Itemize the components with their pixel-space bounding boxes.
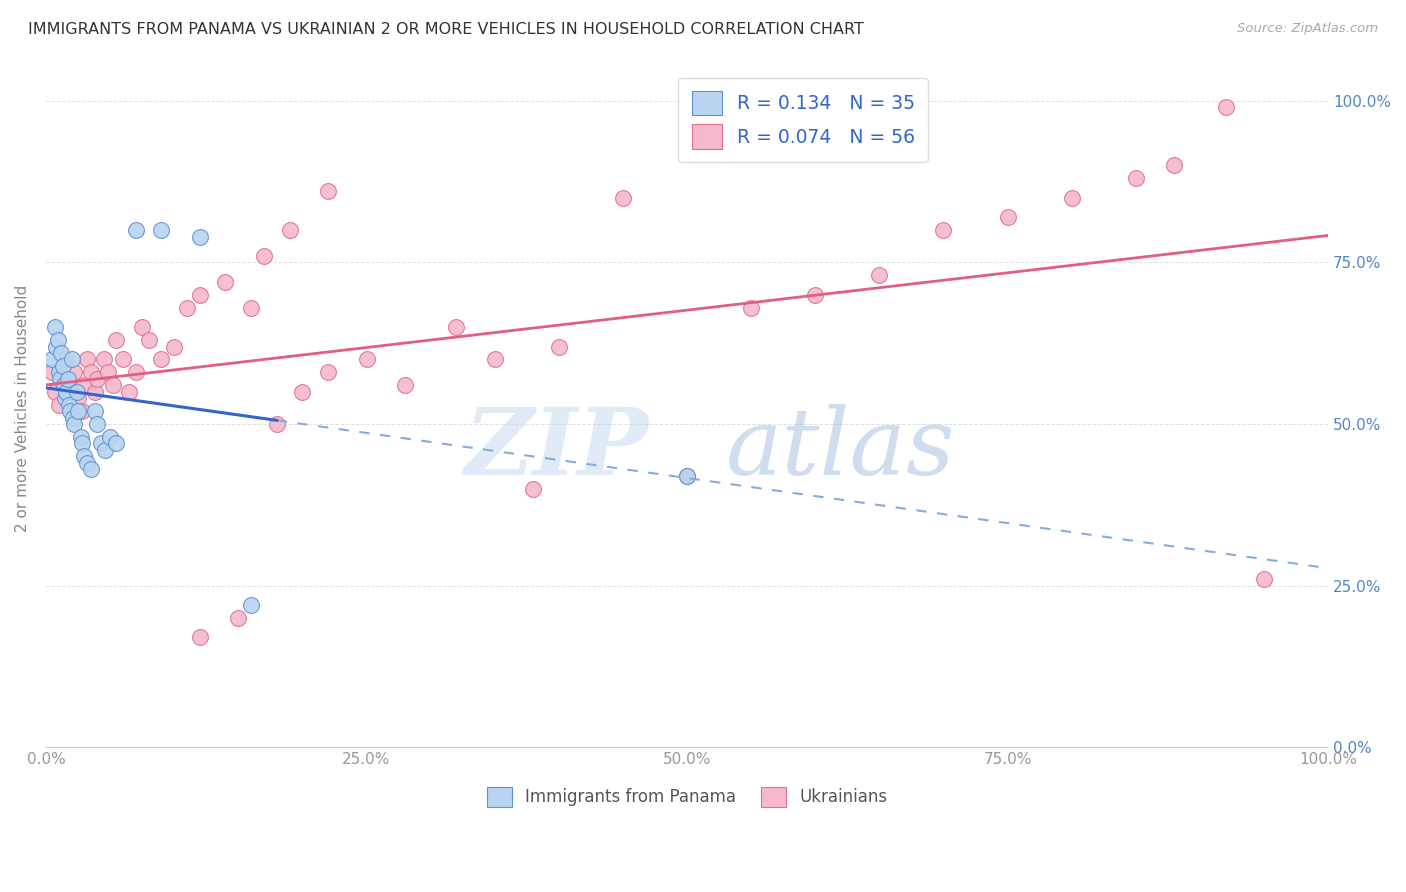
Point — [66, 404, 89, 418]
Point — [176, 301, 198, 315]
Point — [59, 404, 82, 418]
Point — [676, 468, 699, 483]
Point — [63, 365, 86, 379]
Point — [60, 352, 83, 367]
Point — [291, 384, 314, 399]
Point — [446, 320, 468, 334]
Point — [522, 482, 544, 496]
Point — [45, 339, 67, 353]
Point — [53, 352, 76, 367]
Text: Source: ZipAtlas.com: Source: ZipAtlas.com — [1237, 22, 1378, 36]
Point — [356, 352, 378, 367]
Point — [163, 339, 186, 353]
Point — [94, 442, 117, 457]
Point — [80, 365, 103, 379]
Point — [932, 223, 955, 237]
Point — [105, 333, 128, 347]
Point — [83, 384, 105, 399]
Point — [53, 391, 76, 405]
Point — [58, 398, 80, 412]
Point — [138, 333, 160, 347]
Point — [66, 391, 89, 405]
Point — [73, 378, 96, 392]
Y-axis label: 2 or more Vehicles in Household: 2 or more Vehicles in Household — [15, 285, 30, 532]
Point — [70, 436, 93, 450]
Point — [48, 398, 70, 412]
Point — [125, 223, 148, 237]
Point — [1060, 191, 1083, 205]
Point — [612, 191, 634, 205]
Point — [740, 301, 762, 315]
Point — [83, 404, 105, 418]
Point — [131, 320, 153, 334]
Point — [76, 456, 98, 470]
Point — [394, 378, 416, 392]
Point — [62, 410, 84, 425]
Point — [90, 436, 112, 450]
Text: atlas: atlas — [725, 404, 955, 493]
Text: IMMIGRANTS FROM PANAMA VS UKRAINIAN 2 OR MORE VEHICLES IN HOUSEHOLD CORRELATION : IMMIGRANTS FROM PANAMA VS UKRAINIAN 2 OR… — [28, 22, 865, 37]
Point — [66, 384, 89, 399]
Point — [997, 211, 1019, 225]
Point — [188, 631, 211, 645]
Point — [51, 346, 73, 360]
Point — [60, 384, 83, 399]
Point — [240, 301, 263, 315]
Point — [56, 372, 79, 386]
Point — [125, 365, 148, 379]
Point — [105, 436, 128, 450]
Point — [70, 404, 93, 418]
Point — [547, 339, 569, 353]
Point — [44, 320, 66, 334]
Point — [46, 333, 69, 347]
Point — [676, 468, 699, 483]
Point — [41, 352, 63, 367]
Point — [188, 229, 211, 244]
Point — [316, 365, 339, 379]
Point — [278, 223, 301, 237]
Point — [316, 185, 339, 199]
Point — [93, 352, 115, 367]
Point — [98, 430, 121, 444]
Point — [214, 275, 236, 289]
Point — [804, 287, 827, 301]
Point — [118, 384, 141, 399]
Point — [1253, 572, 1275, 586]
Text: ZIP: ZIP — [464, 404, 648, 493]
Point — [63, 417, 86, 431]
Point — [51, 372, 73, 386]
Point — [868, 268, 890, 283]
Point — [1163, 159, 1185, 173]
Point — [484, 352, 506, 367]
Point — [69, 430, 91, 444]
Point — [52, 359, 75, 373]
Point — [253, 249, 276, 263]
Point — [101, 378, 124, 392]
Point — [1125, 171, 1147, 186]
Point — [86, 372, 108, 386]
Point — [58, 378, 80, 392]
Point — [266, 417, 288, 431]
Point — [111, 352, 134, 367]
Legend: Immigrants from Panama, Ukrainians: Immigrants from Panama, Ukrainians — [479, 780, 894, 814]
Point — [150, 352, 173, 367]
Point — [76, 352, 98, 367]
Point — [52, 378, 75, 392]
Point — [240, 598, 263, 612]
Point — [41, 365, 63, 379]
Point — [73, 450, 96, 464]
Point — [55, 384, 77, 399]
Point — [226, 611, 249, 625]
Point — [80, 462, 103, 476]
Point — [86, 417, 108, 431]
Point — [1215, 100, 1237, 114]
Point — [188, 287, 211, 301]
Point — [44, 384, 66, 399]
Point — [150, 223, 173, 237]
Point — [48, 365, 70, 379]
Point — [96, 365, 118, 379]
Point — [49, 372, 72, 386]
